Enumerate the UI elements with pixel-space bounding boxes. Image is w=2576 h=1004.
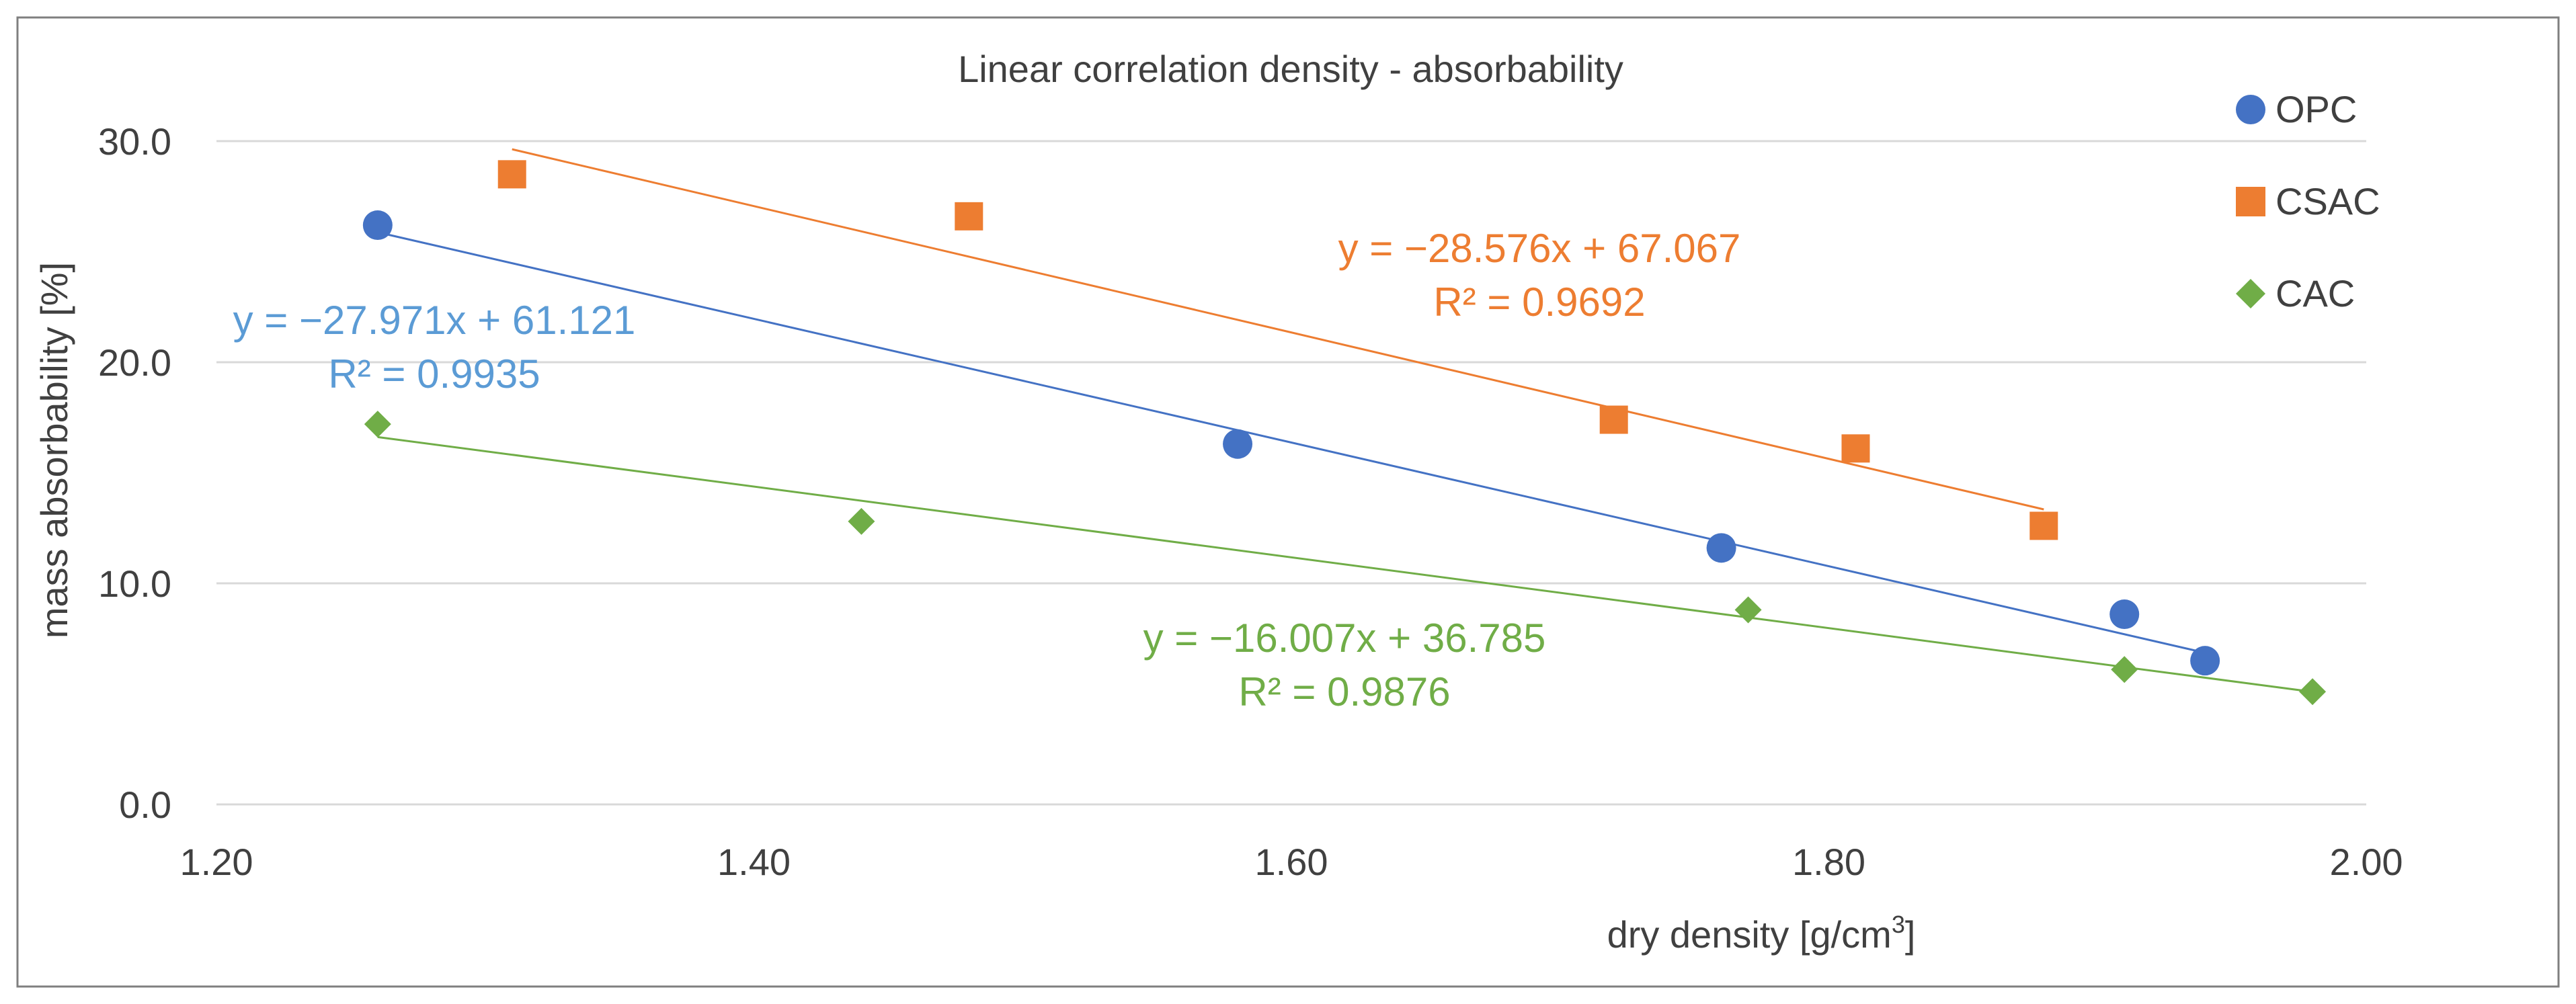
y-tick-label: 20.0 <box>98 341 171 384</box>
data-point-csac <box>497 160 526 189</box>
data-point-csac <box>955 202 983 231</box>
data-point-cac <box>2111 656 2138 683</box>
data-point-opc <box>1706 533 1736 563</box>
y-tick-label: 10.0 <box>98 562 171 605</box>
y-tick-label: 30.0 <box>98 120 171 163</box>
chart-title: Linear correlation density - absorbabili… <box>958 48 1623 90</box>
grid-lines <box>216 140 2366 806</box>
x-tick-label: 1.20 <box>180 841 253 883</box>
cac-equation: y = −16.007x + 36.785 <box>1143 616 1546 661</box>
trend-label-opc: y = −27.971x + 61.121 R² = 0.9935 <box>233 298 636 396</box>
data-point-opc <box>1223 429 1253 459</box>
x-axis-label-superscript: 3 <box>1892 911 1905 938</box>
x-tick-label: 1.60 <box>1255 841 1328 883</box>
trend-lines <box>377 148 2313 693</box>
legend-item-cac: CAC <box>2236 272 2355 315</box>
data-point-cac <box>1734 596 1762 624</box>
legend-label-cac: CAC <box>2276 272 2355 315</box>
chart-frame <box>16 16 2560 988</box>
legend: OPC CSAC CAC <box>2236 88 2380 315</box>
data-points <box>362 160 2327 706</box>
legend-marker-csac <box>2236 187 2265 216</box>
cac-r-squared: R² = 0.9876 <box>1238 669 1450 714</box>
x-axis-label: dry density [g/cm3] <box>1607 911 1916 956</box>
x-axis-ticks: 1.20 1.40 1.60 1.80 2.00 <box>180 841 2403 883</box>
legend-item-opc: OPC <box>2236 88 2357 130</box>
trendline-csac <box>512 148 2044 511</box>
trend-label-csac: y = −28.576x + 67.067 R² = 0.9692 <box>1338 226 1741 325</box>
trendline-cac <box>377 435 2313 693</box>
y-axis-ticks: 0.0 10.0 20.0 30.0 <box>98 120 171 826</box>
y-tick-label: 0.0 <box>119 784 171 826</box>
data-point-cac <box>364 411 391 438</box>
x-tick-label: 1.40 <box>717 841 791 883</box>
data-point-cac <box>2299 678 2327 706</box>
legend-label-csac: CSAC <box>2276 180 2380 222</box>
legend-marker-cac <box>2236 279 2265 308</box>
legend-marker-opc <box>2236 95 2265 124</box>
opc-equation: y = −27.971x + 61.121 <box>233 298 636 343</box>
data-point-csac <box>2029 511 2058 540</box>
x-tick-label: 2.00 <box>2330 841 2403 883</box>
opc-r-squared: R² = 0.9935 <box>328 351 540 396</box>
trend-label-cac: y = −16.007x + 36.785 R² = 0.9876 <box>1143 616 1546 714</box>
x-axis-label-text: dry density [g/cm <box>1607 913 1892 956</box>
legend-item-csac: CSAC <box>2236 180 2380 222</box>
data-point-cac <box>848 507 875 535</box>
x-axis-label-end: ] <box>1905 913 1916 956</box>
data-point-opc <box>362 210 393 241</box>
data-point-csac <box>1841 434 1870 463</box>
trendline-opc <box>377 231 2206 654</box>
x-tick-label: 1.80 <box>1792 841 1865 883</box>
data-point-opc <box>2109 599 2140 630</box>
y-axis-label: mass absorbability [%] <box>33 262 75 638</box>
data-point-opc <box>2190 646 2220 676</box>
csac-equation: y = −28.576x + 67.067 <box>1338 226 1741 271</box>
data-point-csac <box>1599 405 1628 434</box>
csac-r-squared: R² = 0.9692 <box>1433 280 1645 325</box>
legend-label-opc: OPC <box>2276 88 2357 130</box>
